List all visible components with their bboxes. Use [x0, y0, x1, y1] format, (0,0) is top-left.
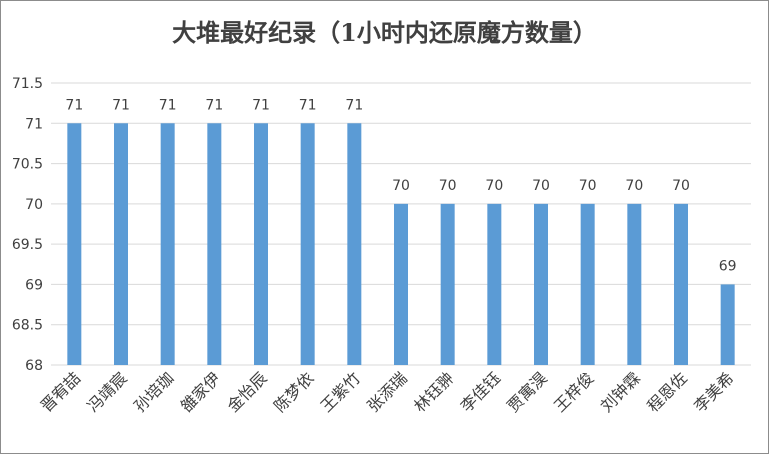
data-label: 71 — [252, 97, 270, 113]
y-tick-label: 68 — [25, 358, 43, 374]
y-tick-label: 70.5 — [12, 157, 43, 173]
y-tick-label: 69 — [25, 277, 43, 293]
data-label: 71 — [159, 97, 177, 113]
y-tick-label: 71 — [25, 116, 43, 132]
bar — [580, 203, 595, 365]
bar — [534, 203, 548, 365]
y-tick-label: 68.5 — [12, 318, 43, 334]
bars — [67, 123, 735, 366]
y-tick-label: 70 — [25, 197, 43, 213]
bar — [487, 203, 502, 365]
bar — [160, 123, 175, 366]
bar — [254, 123, 268, 366]
x-tick-label: 孙培珈 — [130, 368, 177, 415]
x-tick-label: 金怡辰 — [223, 368, 270, 415]
bar — [394, 203, 408, 365]
bar — [207, 123, 222, 366]
x-tick-label: 刘钟霖 — [597, 368, 644, 415]
x-tick-label: 张添瑞 — [363, 368, 410, 415]
x-tick-label: 冯靖宸 — [83, 368, 130, 415]
x-tick-label: 李美希 — [690, 368, 737, 415]
data-label: 71 — [299, 97, 317, 113]
data-label: 71 — [65, 97, 83, 113]
x-tick-label: 王梓俊 — [550, 368, 597, 415]
data-label: 71 — [345, 97, 363, 113]
bar — [114, 123, 128, 366]
bar — [347, 123, 362, 366]
x-tick-label: 晋宥喆 — [37, 368, 84, 415]
chart-title: 大堆最好纪录（1小时内还原魔方数量） — [172, 18, 597, 47]
bar — [300, 123, 315, 366]
y-tick-label: 69.5 — [12, 237, 43, 253]
bar — [67, 123, 82, 366]
x-tick-label: 李佳钰 — [457, 368, 504, 415]
data-label: 70 — [392, 178, 410, 194]
data-label: 70 — [625, 178, 643, 194]
data-label: 70 — [579, 178, 597, 194]
data-label: 70 — [532, 178, 550, 194]
bar — [627, 203, 642, 365]
data-label: 70 — [672, 178, 690, 194]
x-tick-label: 雒家伊 — [177, 368, 224, 415]
data-label: 71 — [112, 97, 130, 113]
y-axis-tick-labels: 68 68.5 69 69.5 70 70.5 71 71.5 — [12, 76, 43, 374]
x-tick-label: 程恩佐 — [643, 368, 690, 415]
bar — [720, 284, 735, 365]
bar — [440, 203, 455, 365]
data-label: 70 — [485, 178, 503, 194]
data-label: 71 — [205, 97, 223, 113]
y-tick-label: 71.5 — [12, 76, 43, 92]
bar — [674, 203, 688, 365]
data-label: 70 — [439, 178, 457, 194]
x-tick-label: 贾寓淏 — [503, 368, 550, 415]
data-label: 69 — [719, 258, 737, 274]
x-tick-label: 林钰翀 — [410, 368, 457, 415]
data-labels: 71 71 71 71 71 71 71 70 70 70 70 70 70 70 69 — [65, 97, 736, 274]
x-axis-tick-labels: 晋宥喆 冯靖宸 孙培珈 雒家伊 金怡辰 陈梦依 王紫竹 张添瑞 林钰翀 李佳钰 贾寓淏 王梓俊 刘钟霖程… — [37, 368, 738, 415]
x-tick-label: 王紫竹 — [317, 368, 364, 415]
x-tick-label: 陈梦依 — [270, 368, 317, 415]
